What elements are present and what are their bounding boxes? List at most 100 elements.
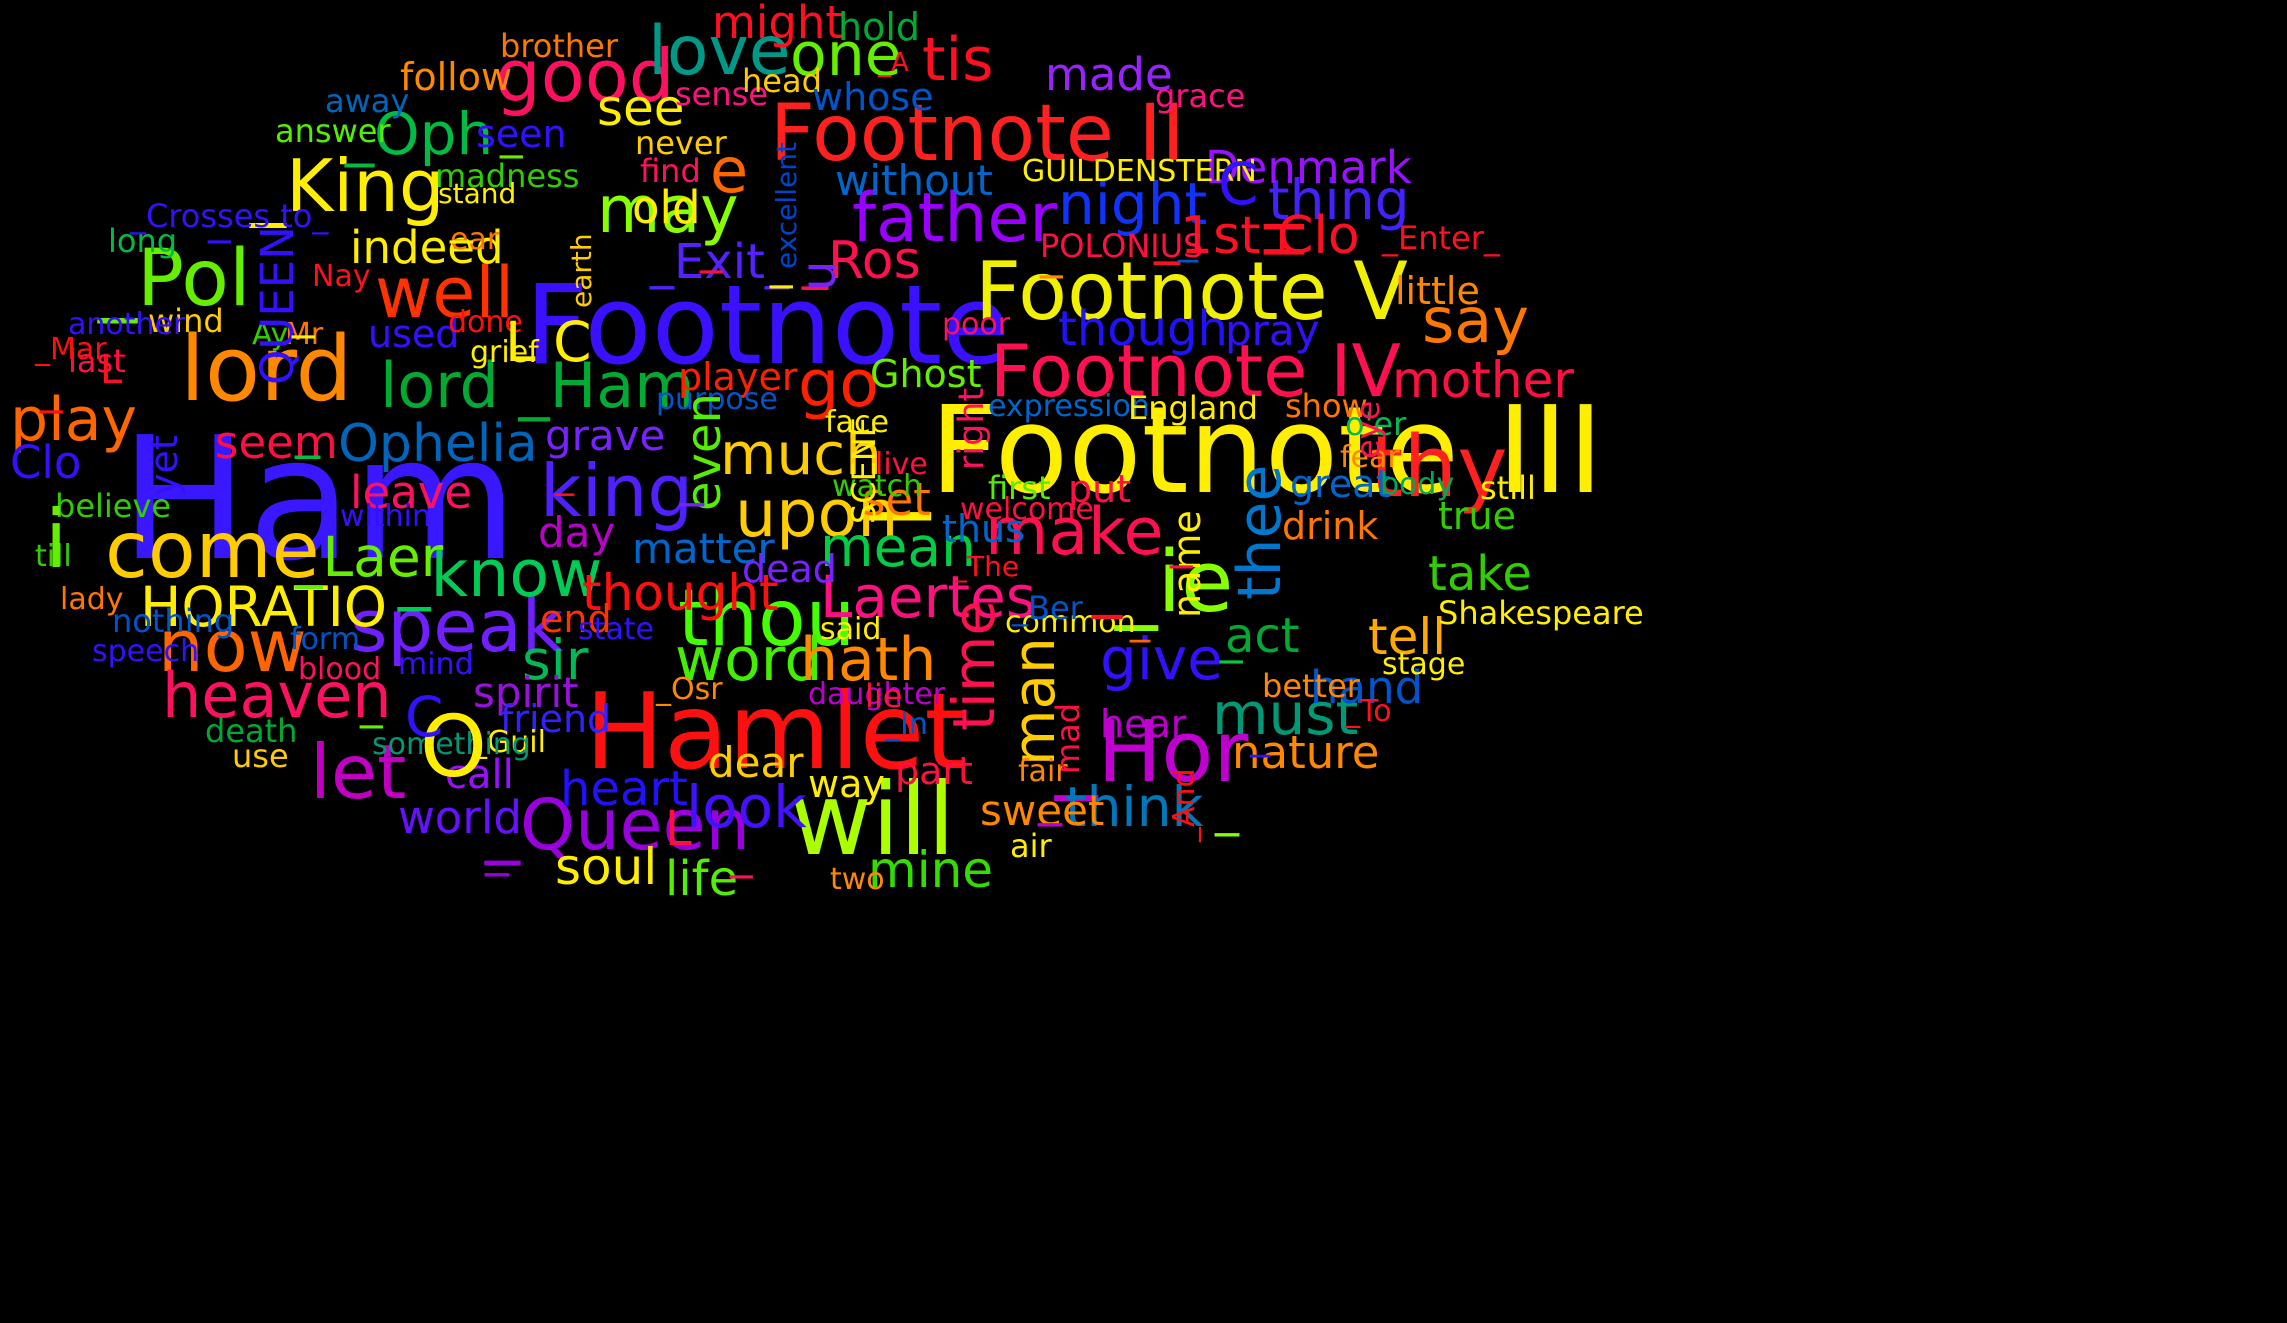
word-underscore: _: [295, 401, 320, 459]
word-another: another: [68, 307, 186, 342]
word-mar: _Mar: [35, 332, 107, 367]
word-expression: expression: [988, 389, 1150, 424]
word-thy: thy: [1370, 418, 1508, 517]
word-set: set: [862, 473, 931, 526]
word-and: _And: [1167, 768, 1202, 842]
word-footnote-v: Footnote V: [975, 245, 1408, 338]
word-stand: stand: [438, 177, 517, 210]
word-ay: Ay: [252, 317, 289, 352]
word-still: still: [1480, 469, 1536, 507]
word-mine: mine: [868, 841, 994, 899]
word-indeed: indeed: [350, 221, 504, 274]
word-o: O: [420, 698, 487, 797]
word-thus: thus: [942, 507, 1025, 551]
word-head: head: [742, 62, 822, 100]
word-guil: _Guil: [472, 725, 546, 760]
word-mean: mean: [820, 515, 976, 579]
word-may: may: [597, 173, 739, 248]
word-something: something: [372, 727, 531, 762]
word-tis: tis: [922, 25, 994, 95]
word-eye: eye: [1349, 400, 1387, 459]
word-day: day: [538, 508, 616, 557]
word-world: world: [398, 791, 522, 844]
word-tell: tell: [1368, 608, 1447, 666]
word-england: England: [1128, 389, 1258, 427]
word-leave: leave: [350, 466, 473, 519]
word-night: night: [1058, 170, 1208, 238]
word-queen: _Queen: [485, 784, 750, 866]
word-ophelia: Ophelia: [338, 414, 538, 474]
word-life: life: [665, 851, 739, 907]
word-thee: thee: [1225, 464, 1295, 600]
word-dead: dead: [742, 547, 837, 591]
word-underscore: _: [1130, 597, 1150, 643]
word-spirit: spirit: [473, 668, 579, 717]
word-earth: earth: [565, 233, 598, 308]
word-come: come: [105, 506, 320, 596]
word-underscore: _: [1250, 712, 1270, 758]
word-sir: sir: [522, 628, 589, 692]
word-hand: hand: [1310, 661, 1424, 714]
word-love: love: [648, 12, 791, 91]
word-two: two: [830, 862, 885, 897]
word-said: said: [820, 612, 882, 647]
word-well: well: [375, 252, 515, 334]
word-in: _In: [885, 707, 928, 742]
word-thought: thought: [582, 564, 779, 622]
word-without: without: [835, 156, 993, 205]
word-find: find: [640, 152, 701, 190]
word-pray: pray: [1225, 306, 1320, 355]
word-daughter: daughter: [808, 677, 946, 712]
word-within: within: [340, 499, 431, 534]
word-player: player: [678, 355, 798, 399]
word-underscore: _: [1178, 217, 1198, 263]
word-great: great: [1290, 462, 1391, 506]
word-drink: drink: [1282, 504, 1379, 548]
word-lie: lie: [865, 677, 903, 715]
word-friend: friend: [500, 697, 612, 741]
word-hath: hath: [800, 625, 937, 695]
word-oph: _Oph: [345, 100, 494, 168]
word-use: use: [232, 737, 289, 775]
word-underscore: _: [485, 821, 509, 877]
word-laertes: Laertes: [820, 563, 1037, 631]
word-seem: seem: [215, 416, 338, 469]
word-say: say: [1422, 284, 1529, 357]
word-lady: lady: [60, 582, 124, 617]
word-whose: whose: [812, 75, 934, 119]
word-way: way: [808, 762, 885, 806]
word-live: live: [875, 447, 928, 482]
word-footnote: Footnote: [525, 261, 1010, 389]
word-l: L: [100, 347, 123, 393]
word-blood: blood: [298, 652, 382, 687]
word-mr: Mr: [285, 317, 324, 352]
word-thing: thing: [1268, 168, 1410, 232]
word-first: first: [988, 469, 1051, 507]
word-pol: _Pol: [98, 234, 251, 324]
word-underscore: _: [292, 286, 315, 339]
word-last: last: [68, 342, 126, 380]
word-one: one: [790, 20, 902, 90]
word-face: face: [825, 405, 889, 440]
word-death: death: [205, 712, 298, 750]
word-matter: matter: [632, 524, 775, 573]
word-l: L: [665, 801, 692, 857]
word-ber: _Ber: [1012, 589, 1083, 627]
word-grave: grave: [545, 411, 666, 460]
word-state: state: [578, 612, 654, 647]
word-underscore: _: [208, 191, 231, 244]
word-watch: watch: [832, 469, 923, 504]
word-fair: fair: [1018, 754, 1068, 789]
word-exit: _Exit_: [650, 234, 789, 290]
word-heaven: heaven: [162, 659, 392, 732]
word-h: H: [1253, 218, 1317, 260]
word-wind: wind: [148, 302, 224, 340]
word-play: play: [10, 385, 138, 455]
word-long: long: [108, 222, 178, 260]
word-madness: madness: [435, 157, 580, 195]
word-o-er: o'er: [1345, 405, 1407, 443]
word-time: time: [940, 599, 1008, 731]
word-father: father: [852, 179, 1058, 258]
word-soul: soul: [555, 838, 658, 896]
